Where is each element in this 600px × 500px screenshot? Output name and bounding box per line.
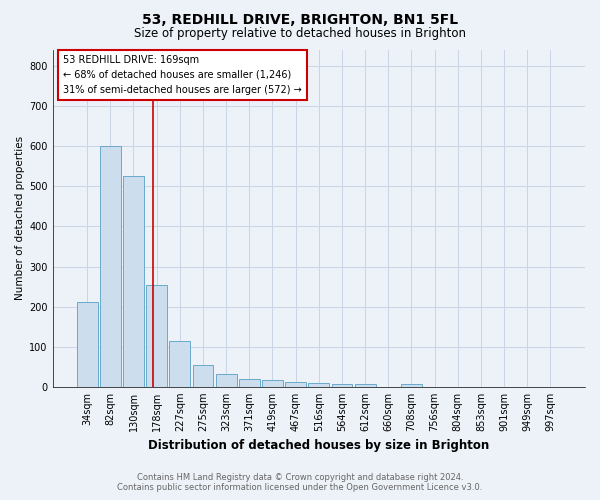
Text: Contains HM Land Registry data © Crown copyright and database right 2024.
Contai: Contains HM Land Registry data © Crown c… xyxy=(118,473,482,492)
Text: 53 REDHILL DRIVE: 169sqm
← 68% of detached houses are smaller (1,246)
31% of sem: 53 REDHILL DRIVE: 169sqm ← 68% of detach… xyxy=(63,55,302,94)
Bar xyxy=(239,379,260,387)
Bar xyxy=(193,365,214,387)
Bar xyxy=(77,302,98,387)
Text: Size of property relative to detached houses in Brighton: Size of property relative to detached ho… xyxy=(134,28,466,40)
Bar xyxy=(215,374,236,387)
Text: 53, REDHILL DRIVE, BRIGHTON, BN1 5FL: 53, REDHILL DRIVE, BRIGHTON, BN1 5FL xyxy=(142,12,458,26)
Bar xyxy=(262,380,283,387)
Y-axis label: Number of detached properties: Number of detached properties xyxy=(15,136,25,300)
Bar xyxy=(123,176,144,387)
X-axis label: Distribution of detached houses by size in Brighton: Distribution of detached houses by size … xyxy=(148,440,490,452)
Bar xyxy=(401,384,422,387)
Bar xyxy=(332,384,352,387)
Bar xyxy=(285,382,306,387)
Bar xyxy=(169,340,190,387)
Bar xyxy=(100,146,121,387)
Bar xyxy=(146,284,167,387)
Bar xyxy=(308,383,329,387)
Bar xyxy=(355,384,376,387)
